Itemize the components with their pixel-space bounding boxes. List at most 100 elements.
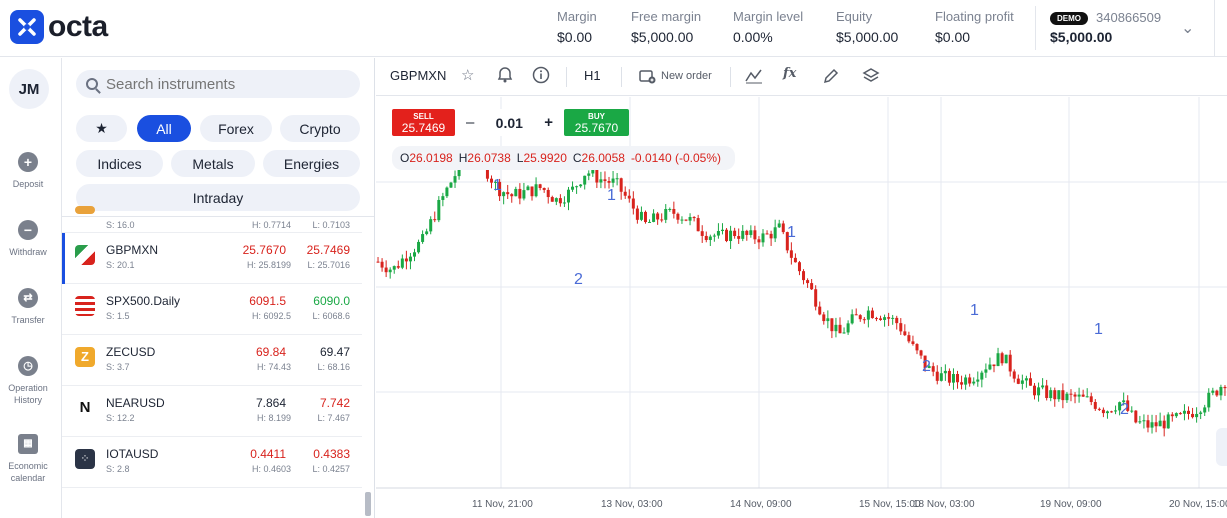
filter-forex[interactable]: Forex [200, 115, 272, 142]
candle-body [814, 289, 818, 307]
candle-body [615, 178, 619, 180]
chevron-down-icon[interactable]: ⌄ [1181, 20, 1195, 37]
nav-economic-calendar[interactable]: ▦ Economic calendar [0, 434, 56, 484]
near-icon: N [75, 398, 95, 418]
list-item-spx500[interactable]: SPX500.Daily S: 1.5 6091.5 6090.0 H: 609… [62, 284, 362, 335]
candle-body [1077, 394, 1081, 397]
candle-body [1004, 354, 1008, 364]
instrument-bid[interactable]: 0.4411 [250, 447, 286, 461]
candle-body [652, 213, 656, 222]
wave-label: 1 [787, 224, 796, 241]
nav-deposit[interactable]: + Deposit [0, 152, 56, 190]
header-edge [1214, 0, 1227, 57]
instrument-ask[interactable]: 7.742 [319, 396, 350, 410]
info-icon[interactable] [532, 66, 550, 87]
quantity-value[interactable]: 0.01 [495, 114, 523, 131]
instrument-bid[interactable]: 6091.5 [249, 294, 286, 308]
instrument-flag-icon [75, 206, 95, 214]
bell-icon[interactable] [497, 65, 513, 86]
instrument-ask[interactable]: 25.7469 [306, 243, 350, 257]
candle-body [943, 370, 947, 374]
instrument-symbol: ZECUSD [106, 345, 156, 359]
search-box[interactable] [76, 70, 360, 98]
filter-favorites[interactable]: ★ [76, 115, 127, 142]
candle-body [968, 377, 972, 384]
equity-stat: Equity $5,000.00 [836, 9, 898, 45]
chart-symbol[interactable]: GBPMXN [390, 68, 447, 83]
candle-body [485, 161, 489, 179]
list-scrollbar[interactable] [365, 217, 371, 518]
candle-body [376, 261, 380, 263]
x-tick-label: 13 Nov, 03:00 [601, 499, 663, 510]
instrument-ask[interactable]: 69.47 [319, 345, 350, 359]
zcash-icon: Z [75, 347, 95, 367]
filter-indices[interactable]: Indices [76, 150, 163, 177]
candle-body [858, 315, 862, 320]
filter-crypto[interactable]: Crypto [280, 115, 360, 142]
candle-body [1061, 390, 1065, 401]
candle-body [757, 239, 761, 243]
buy-price: 25.7670 [574, 121, 619, 135]
new-order-button[interactable]: New order [661, 70, 712, 82]
nav-operation-history[interactable]: ◷ Operation History [0, 356, 56, 406]
candle-body [445, 187, 449, 197]
candle-body [692, 216, 696, 219]
pencil-icon[interactable] [822, 67, 840, 88]
candle-body [1110, 411, 1114, 413]
candle-body [1199, 412, 1203, 414]
list-item-partial[interactable]: S: 16.0 H: 0.7714 L: 0.7103 [62, 192, 362, 233]
timeframe-selector[interactable]: H1 [584, 68, 601, 83]
indicators-icon[interactable] [744, 67, 764, 88]
chart-toolbar: GBPMXN ☆ H1 New order fx [376, 58, 1227, 96]
candle-body [1130, 410, 1134, 412]
sell-button[interactable]: SELL 25.7469 [392, 109, 455, 136]
ohlc-close: C26.0058 [572, 151, 625, 165]
candle-body [429, 219, 433, 232]
candle-body [1219, 386, 1223, 396]
instrument-symbol: GBPMXN [106, 243, 159, 257]
list-item-iotausd[interactable]: ⁘ IOTAUSD S: 2.8 0.4411 0.4383 H: 0.4603… [62, 437, 362, 488]
list-item-nearusd[interactable]: N NEARUSD S: 12.2 7.864 7.742 H: 8.199 L… [62, 386, 362, 437]
instrument-ask[interactable]: 6090.0 [313, 294, 350, 308]
chart-area[interactable]: 11 Nov, 21:00 13 Nov, 03:00 14 Nov, 09:00 1… [376, 97, 1227, 518]
candle-body [806, 280, 810, 284]
layers-icon[interactable] [862, 67, 880, 88]
avatar[interactable]: JM [9, 69, 49, 109]
fx-icon[interactable]: fx [783, 66, 797, 81]
chart-side-tab[interactable] [1216, 428, 1227, 466]
search-input[interactable] [106, 75, 346, 93]
nav-transfer[interactable]: ⇄ Transfer [0, 288, 56, 326]
filter-all[interactable]: All [137, 115, 191, 142]
nav-operation-history-label: Operation History [8, 383, 48, 405]
nav-withdraw[interactable]: − Withdraw [0, 220, 56, 258]
octa-logo[interactable]: octa [10, 10, 108, 44]
candle-body [1146, 420, 1150, 428]
decrease-quantity-button[interactable]: – [466, 114, 475, 131]
new-order-icon[interactable] [638, 67, 656, 88]
instrument-ask[interactable]: 0.4383 [313, 447, 350, 461]
candle-body [1215, 390, 1219, 396]
filter-energies[interactable]: Energies [263, 150, 360, 177]
instrument-bid[interactable]: 69.84 [255, 345, 286, 359]
candle-body [546, 189, 550, 198]
quantity-stepper[interactable]: – 0.01 + [456, 109, 563, 136]
buy-button[interactable]: BUY 25.7670 [564, 109, 629, 136]
filter-intraday[interactable]: Intraday [76, 184, 360, 211]
instrument-bid[interactable]: 25.7670 [242, 243, 286, 257]
instrument-bid[interactable]: 7.864 [255, 396, 286, 410]
candle-body [879, 318, 883, 320]
increase-quantity-button[interactable]: + [544, 114, 553, 131]
list-item-zecusd[interactable]: Z ZECUSD S: 3.7 69.84 69.47 H: 74.43 L: … [62, 335, 362, 386]
candle-body [874, 318, 878, 320]
list-item-gbpmxn[interactable]: GBPMXN S: 20.1 25.7670 25.7469 H: 25.819… [62, 233, 362, 284]
star-icon[interactable]: ☆ [461, 67, 475, 84]
candle-body [765, 233, 769, 235]
clock-icon: ◷ [18, 356, 38, 376]
list-scrollbar-thumb[interactable] [365, 492, 371, 516]
candle-body [810, 283, 814, 290]
account-selector[interactable]: DEMO 340866509 $5,000.00 ⌄ [1035, 6, 1203, 50]
floating-profit-stat: Floating profit $0.00 [935, 9, 1014, 45]
candlestick-chart[interactable]: 11 Nov, 21:00 13 Nov, 03:00 14 Nov, 09:00 1… [376, 97, 1227, 518]
candle-body [566, 189, 570, 203]
filter-metals[interactable]: Metals [171, 150, 255, 177]
